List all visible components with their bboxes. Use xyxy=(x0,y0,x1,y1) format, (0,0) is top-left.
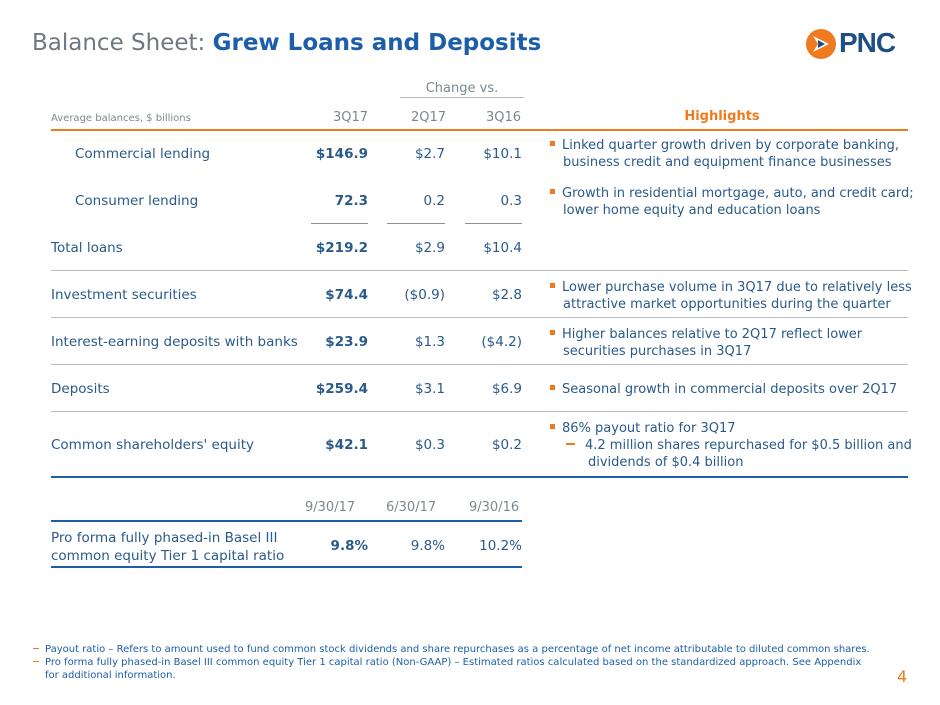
highlight-text: 86% payout ratio for 3Q17 xyxy=(562,421,736,436)
capital-value-9-30-16: 10.2% xyxy=(479,538,522,554)
highlight-equity: 86% payout ratio for 3Q17 xyxy=(550,420,736,437)
footnote-dash xyxy=(33,648,39,649)
row-divider xyxy=(51,411,908,412)
highlight-text: lower home equity and education loans xyxy=(563,203,821,218)
highlight-equity-sub: 4.2 million shares repurchased for $0.5 … xyxy=(566,437,912,471)
footnote-payout: Payout ratio – Refers to amount used to … xyxy=(45,644,870,655)
value-3q16: $2.8 xyxy=(491,287,522,303)
row-divider xyxy=(51,270,908,271)
value-3q16: $0.2 xyxy=(491,437,522,453)
highlight-consumer: Growth in residential mortgage, auto, an… xyxy=(550,185,914,219)
subtotal-line xyxy=(311,223,368,224)
highlight-deposits: Seasonal growth in commercial deposits o… xyxy=(550,381,897,398)
highlight-text: Linked quarter growth driven by corporat… xyxy=(562,138,900,153)
row-label-capital-ratio: Pro forma fully phased-in Basel III comm… xyxy=(51,529,284,565)
value-2q17: $2.9 xyxy=(414,240,445,256)
row-label-investment-securities: Investment securities xyxy=(51,287,197,303)
section-divider xyxy=(51,476,908,478)
bullet-marker xyxy=(550,141,555,146)
row-label-deposits: Deposits xyxy=(51,381,110,397)
value-3q17: $219.2 xyxy=(315,240,368,256)
logo-text: PNC xyxy=(839,27,896,58)
value-2q17: $0.3 xyxy=(414,437,445,453)
value-3q17: $146.9 xyxy=(315,146,368,162)
average-balances-label: Average balances, $ billions xyxy=(51,113,191,124)
value-2q17: 0.2 xyxy=(423,193,445,209)
col-header-2q17: 2Q17 xyxy=(411,110,447,125)
capital-bottom-divider xyxy=(51,566,522,568)
highlight-text: attractive market opportunities during t… xyxy=(563,297,891,312)
row-label-interest-earning-deposits: Interest-earning deposits with banks xyxy=(51,334,298,350)
row-label-consumer-lending: Consumer lending xyxy=(75,193,199,209)
col-header-9-30-16: 9/30/16 xyxy=(469,500,520,515)
title-prefix: Balance Sheet: xyxy=(32,30,206,56)
value-3q17: $23.9 xyxy=(325,334,368,350)
row-label-total-loans: Total loans xyxy=(51,240,123,256)
value-3q16: $10.4 xyxy=(483,240,522,256)
bullet-marker xyxy=(550,283,555,288)
highlight-text: 4.2 million shares repurchased for $0.5 … xyxy=(585,438,912,453)
value-3q17: 72.3 xyxy=(334,193,368,209)
capital-value-6-30-17: 9.8% xyxy=(410,538,445,554)
col-header-6-30-17: 6/30/17 xyxy=(386,500,437,515)
value-3q16: $10.1 xyxy=(483,146,522,162)
value-3q17: $42.1 xyxy=(325,437,368,453)
highlight-text: Growth in residential mortgage, auto, an… xyxy=(562,186,914,201)
bullet-marker xyxy=(550,330,555,335)
dash-marker xyxy=(566,443,575,445)
highlight-investment: Lower purchase volume in 3Q17 due to rel… xyxy=(550,279,912,313)
footnote-dash xyxy=(33,661,39,662)
col-header-3q16: 3Q16 xyxy=(486,110,522,125)
value-3q17: $74.4 xyxy=(325,287,368,303)
capital-header-divider xyxy=(51,520,522,522)
footnote-basel: Pro forma fully phased-in Basel III comm… xyxy=(45,657,862,668)
subtotal-line xyxy=(387,223,445,224)
value-3q16: $6.9 xyxy=(491,381,522,397)
page-number: 4 xyxy=(897,667,908,686)
highlight-interest-earning: Higher balances relative to 2Q17 reflect… xyxy=(550,326,862,360)
title-main: Grew Loans and Deposits xyxy=(212,30,542,56)
row-label-commercial-lending: Commercial lending xyxy=(75,146,211,162)
footnotes: Payout ratio – Refers to amount used to … xyxy=(33,643,893,682)
highlight-text: Seasonal growth in commercial deposits o… xyxy=(562,382,898,397)
value-2q17: $1.3 xyxy=(414,334,445,350)
highlight-text: securities purchases in 3Q17 xyxy=(563,344,752,359)
bullet-marker xyxy=(550,385,555,390)
value-2q17: $3.1 xyxy=(414,381,445,397)
pnc-mark-icon xyxy=(806,29,836,59)
value-2q17: $2.7 xyxy=(414,146,445,162)
highlight-commercial: Linked quarter growth driven by corporat… xyxy=(550,137,899,171)
change-header-divider xyxy=(400,97,524,98)
row-divider xyxy=(51,364,908,365)
highlight-text: Lower purchase volume in 3Q17 due to rel… xyxy=(562,280,912,295)
subtotal-line xyxy=(465,223,522,224)
pnc-logo: PNC xyxy=(805,27,909,61)
row-divider xyxy=(51,317,908,318)
value-3q16: 0.3 xyxy=(500,193,522,209)
capital-label-line: common equity Tier 1 capital ratio xyxy=(51,548,285,564)
footnote-basel-cont: for additional information. xyxy=(45,670,176,681)
highlight-text: Higher balances relative to 2Q17 reflect… xyxy=(562,327,863,342)
bullet-marker xyxy=(550,189,555,194)
header-divider xyxy=(51,129,908,131)
capital-label-line: Pro forma fully phased-in Basel III xyxy=(51,530,278,546)
bullet-marker xyxy=(550,424,555,429)
highlights-header: Highlights xyxy=(684,109,760,124)
capital-value-9-30-17: 9.8% xyxy=(330,538,368,554)
highlight-text: business credit and equipment finance bu… xyxy=(563,155,892,170)
row-label-common-equity: Common shareholders' equity xyxy=(51,437,255,453)
change-vs-header: Change vs. xyxy=(425,81,499,96)
value-3q17: $259.4 xyxy=(315,381,368,397)
col-header-9-30-17: 9/30/17 xyxy=(305,500,356,515)
page-title: Balance Sheet: Grew Loans and Deposits xyxy=(32,30,541,56)
value-3q16: ($4.2) xyxy=(481,334,522,350)
highlight-text: dividends of $0.4 billion xyxy=(588,455,744,470)
col-header-3q17: 3Q17 xyxy=(333,110,369,125)
value-2q17: ($0.9) xyxy=(404,287,445,303)
